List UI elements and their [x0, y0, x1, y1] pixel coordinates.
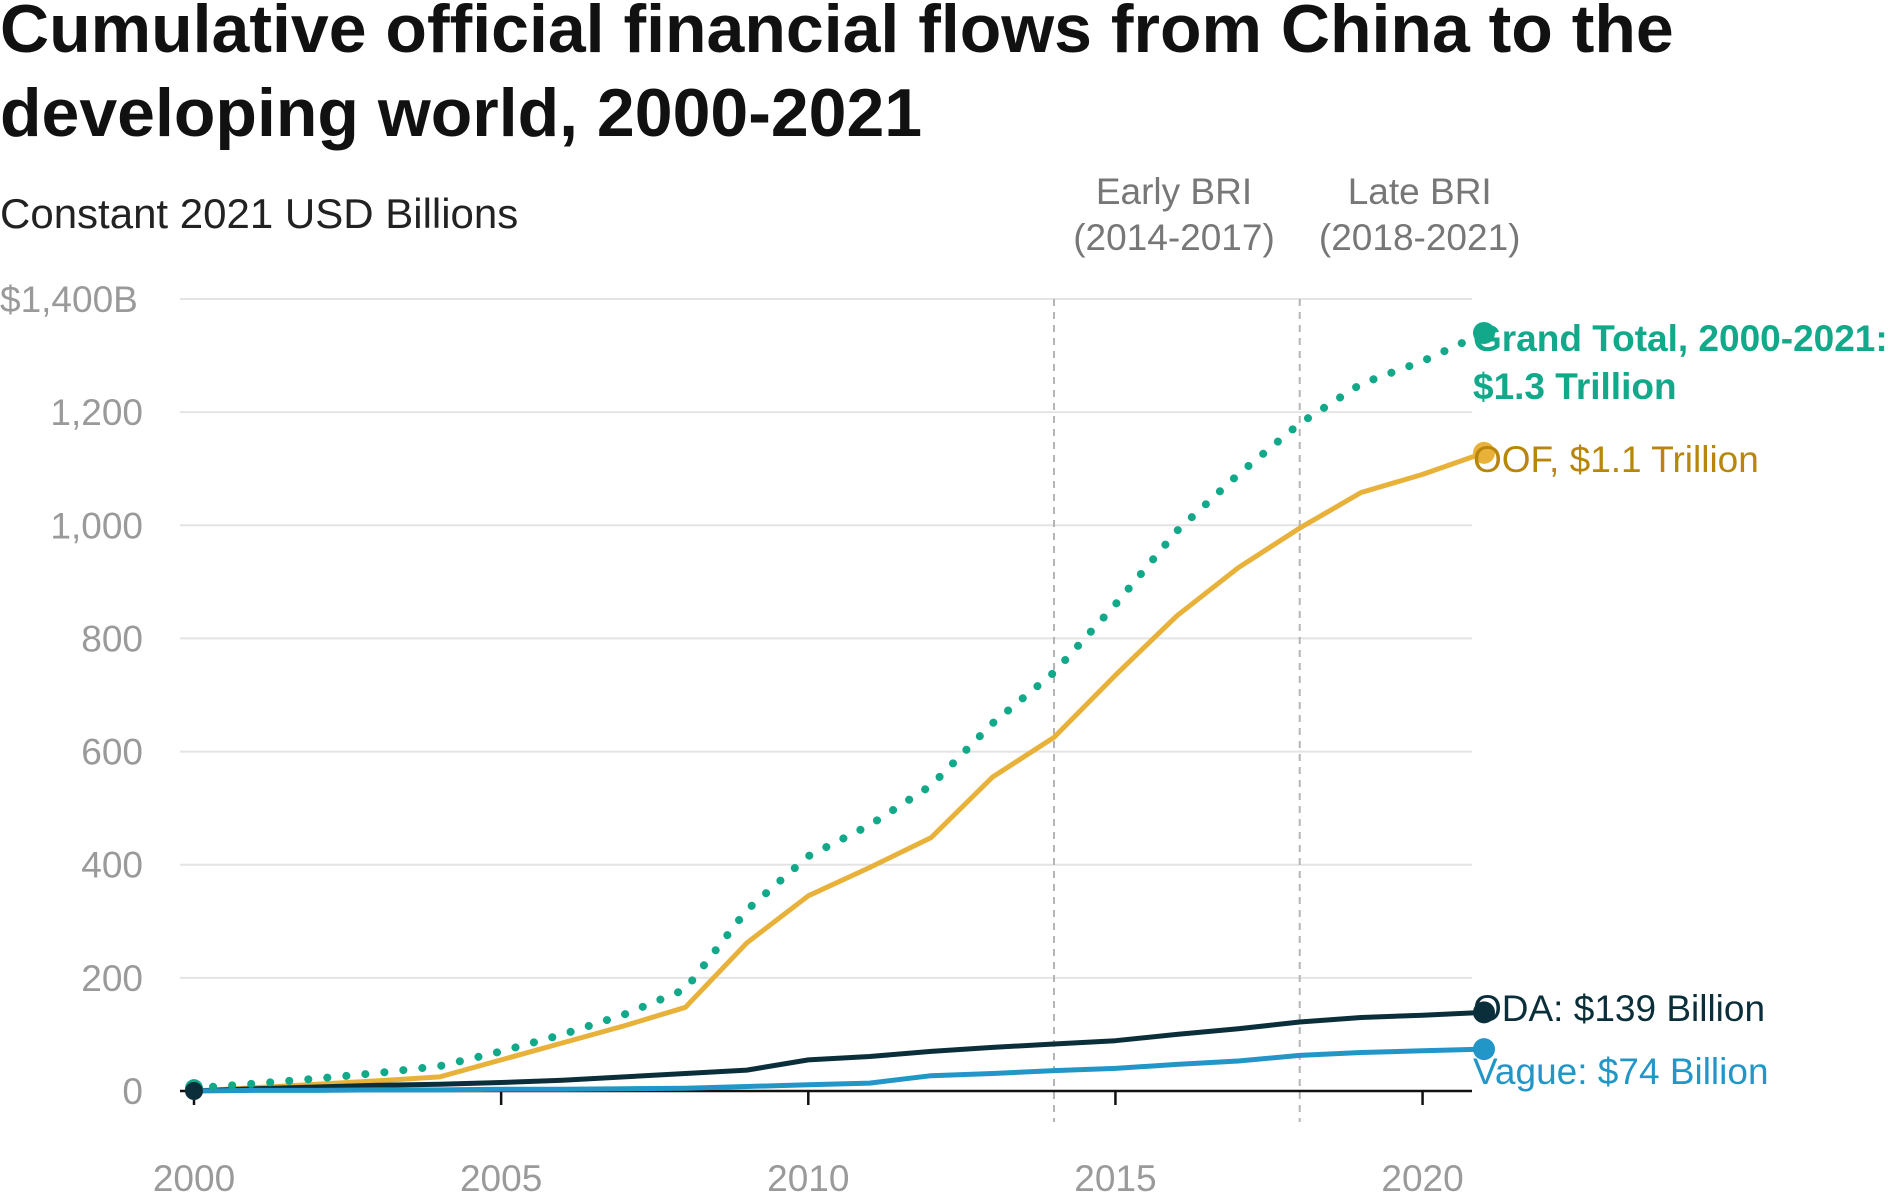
period-markers: Early BRI (2014-2017) Late BRI (2018-2021) — [1053, 171, 1521, 1122]
period-label: (2014-2017) — [1073, 217, 1275, 258]
series-label: Vague: $74 Billion — [1473, 1051, 1769, 1092]
chart-subtitle: Constant 2021 USD Billions — [0, 190, 518, 237]
y-tick-label: 0 — [122, 1071, 143, 1112]
y-tick-label: 1,200 — [50, 392, 143, 433]
y-tick-label: $1,400B — [0, 279, 138, 320]
series-line — [191, 450, 1487, 1094]
x-tick-label: 2010 — [767, 1158, 849, 1194]
series-line — [191, 1046, 1487, 1094]
series-label: Grand Total, 2000-2021: — [1473, 318, 1888, 359]
gridlines — [180, 298, 1472, 979]
series-line — [190, 328, 1488, 1093]
y-axis: 0 200 400 600 800 1,000 1,200 $1,400B — [0, 279, 143, 1112]
period-label: Early BRI — [1096, 171, 1252, 212]
series-lines — [185, 321, 1495, 1100]
x-tick-label: 2000 — [153, 1158, 235, 1194]
series-end-point — [1473, 321, 1495, 344]
y-tick-label: 400 — [81, 845, 143, 886]
series-line — [191, 1009, 1487, 1094]
x-tick-label: 2020 — [1381, 1158, 1463, 1194]
series-label: $1.3 Trillion — [1473, 366, 1677, 407]
y-tick-label: 600 — [81, 732, 143, 773]
series-end-point — [1473, 1001, 1495, 1024]
y-tick-label: 800 — [81, 618, 143, 659]
series-labels: OOF, $1.1 Trillion ODA: $139 Billion Vague… — [1473, 318, 1888, 1092]
y-tick-label: 200 — [81, 958, 143, 999]
x-tick-label: 2005 — [460, 1158, 542, 1194]
period-label: (2018-2021) — [1319, 217, 1521, 258]
series-end-point — [1473, 441, 1495, 464]
period-label: Late BRI — [1348, 171, 1492, 212]
chart-title-line-1: Cumulative official financial flows from… — [0, 0, 1674, 67]
series-end-point — [1473, 1038, 1495, 1061]
chart-title-line-2: developing world, 2000-2021 — [0, 75, 922, 151]
x-axis: 2000 2005 2010 2015 2020 — [153, 1089, 1472, 1194]
series-start-point — [185, 1082, 203, 1100]
x-tick-label: 2015 — [1074, 1158, 1156, 1194]
y-tick-label: 1,000 — [50, 505, 143, 546]
series-label: OOF, $1.1 Trillion — [1473, 439, 1759, 480]
series-label: ODA: $139 Billion — [1473, 988, 1765, 1029]
